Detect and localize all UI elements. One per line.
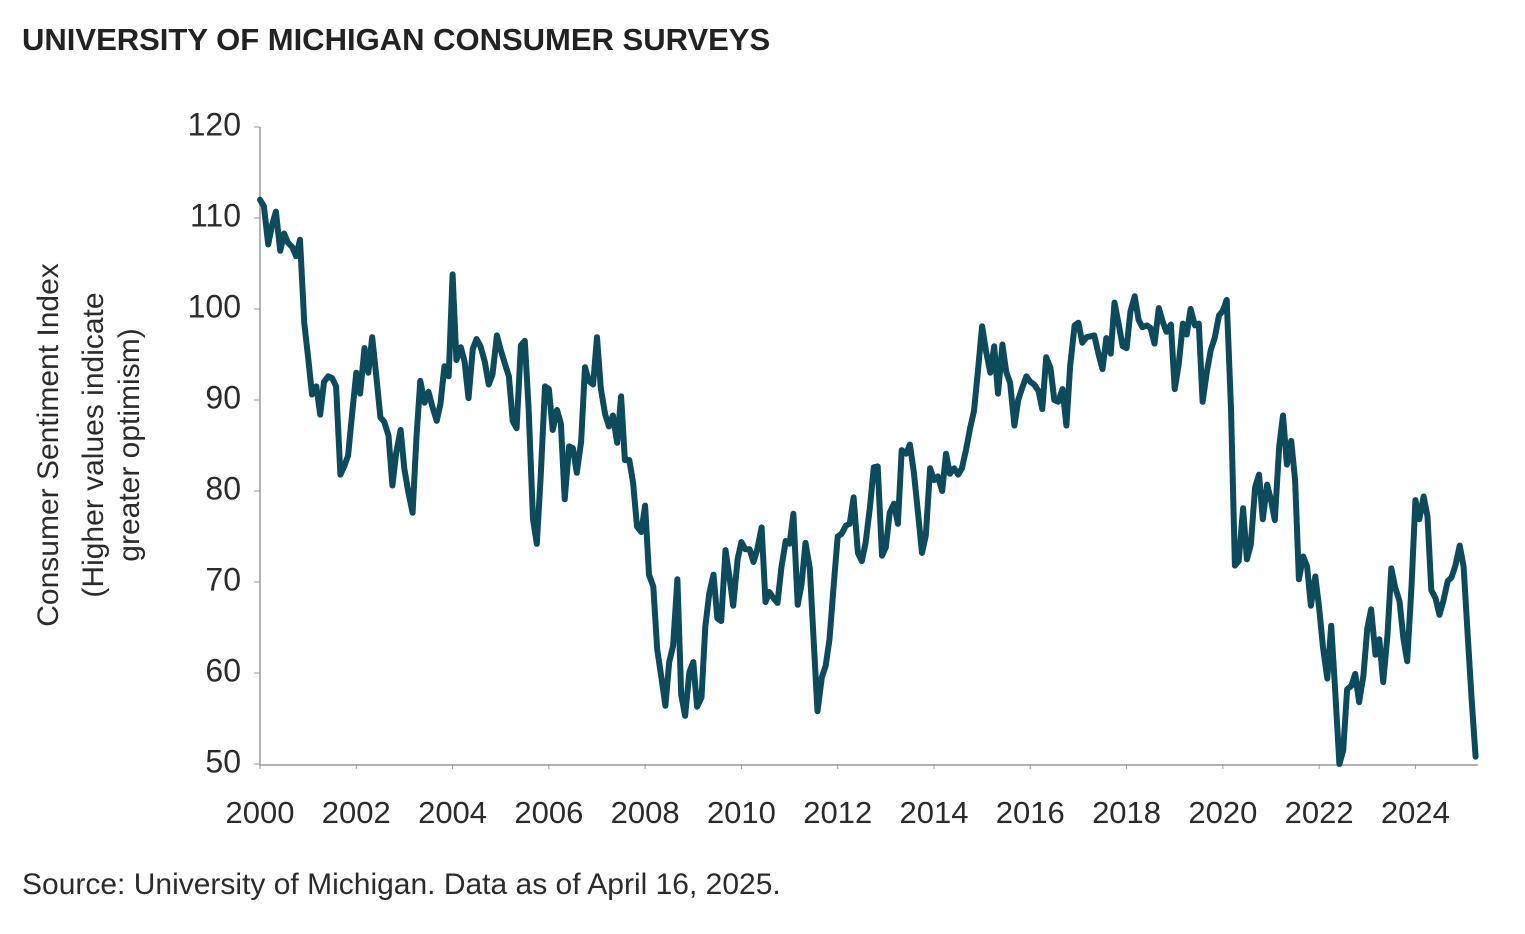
x-tick-label: 2012 xyxy=(803,795,872,830)
x-tick-label: 2002 xyxy=(322,795,391,830)
y-tick-label: 100 xyxy=(188,288,241,324)
y-tick-label: 60 xyxy=(205,652,241,688)
y-tick-label: 80 xyxy=(205,470,241,506)
y-axis-title: Consumer Sentiment Index (Higher values … xyxy=(32,263,146,627)
y-axis-title-line: greater optimism) xyxy=(113,328,146,561)
x-tick-label: 2024 xyxy=(1381,795,1450,830)
x-tick-label: 2006 xyxy=(514,795,583,830)
y-tick-label: 50 xyxy=(205,743,241,779)
x-tick-label: 2014 xyxy=(900,795,969,830)
x-tick-label: 2016 xyxy=(996,795,1065,830)
x-tick-label: 2010 xyxy=(707,795,776,830)
source-note: Source: University of Michigan. Data as … xyxy=(22,868,781,901)
y-tick-label: 90 xyxy=(205,379,241,415)
y-tick-label: 110 xyxy=(190,197,241,233)
x-tick-label: 2022 xyxy=(1285,795,1354,830)
y-axis-title-line: Consumer Sentiment Index xyxy=(32,263,65,627)
x-tick-label: 2004 xyxy=(418,795,487,830)
data-line xyxy=(257,196,1479,767)
chart-title: UNIVERSITY OF MICHIGAN CONSUMER SURVEYS xyxy=(22,22,770,57)
y-axis-title-line: (Higher values indicate xyxy=(77,292,110,597)
y-tick-label: 120 xyxy=(188,106,241,142)
x-tick-label: 2008 xyxy=(611,795,680,830)
x-tick-label: 2018 xyxy=(1092,795,1161,830)
x-tick-label: 2000 xyxy=(226,795,295,830)
y-tick-label: 70 xyxy=(205,561,241,597)
x-tick-label: 2020 xyxy=(1188,795,1257,830)
